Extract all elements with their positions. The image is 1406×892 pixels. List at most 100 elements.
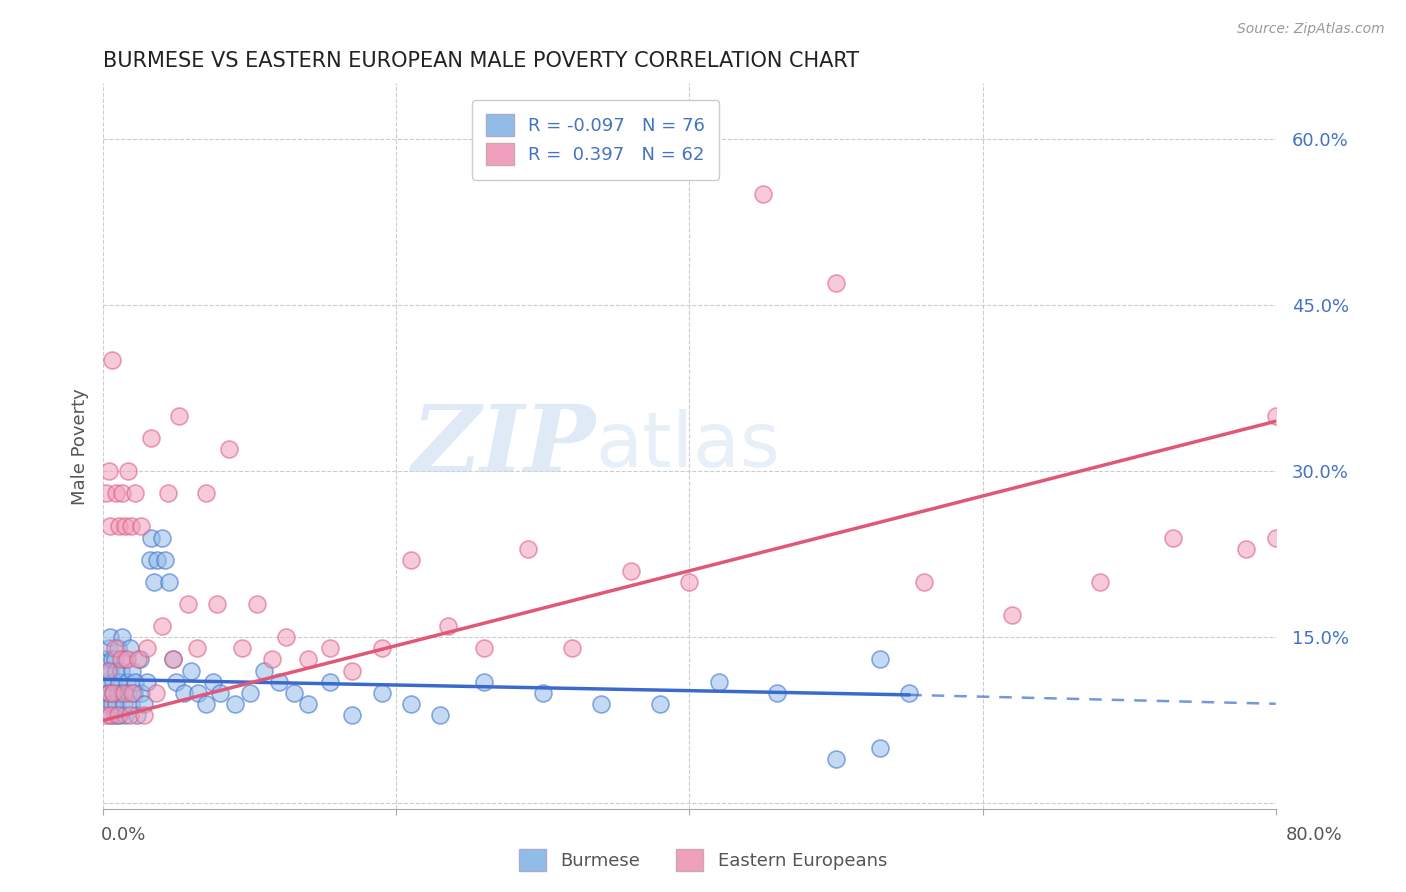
Point [224, 697, 246, 711]
Point [124, 674, 146, 689]
Point [105, 664, 128, 678]
Point [143, 574, 166, 589]
Point [122, 686, 145, 700]
Point [127, 652, 149, 666]
Point [121, 664, 143, 678]
Point [93, 674, 115, 689]
Point [129, 519, 152, 533]
Point [120, 697, 142, 711]
Point [111, 686, 134, 700]
Point [98, 686, 121, 700]
Text: Source: ZipAtlas.com: Source: ZipAtlas.com [1237, 22, 1385, 37]
Point [436, 619, 458, 633]
Point [342, 664, 364, 678]
Point [297, 652, 319, 666]
Point [429, 707, 451, 722]
Text: BURMESE VS EASTERN EUROPEAN MALE POVERTY CORRELATION CHART: BURMESE VS EASTERN EUROPEAN MALE POVERTY… [103, 51, 859, 70]
Point [129, 686, 152, 700]
Point [194, 697, 217, 711]
Point [246, 597, 269, 611]
Point [319, 674, 342, 689]
Point [218, 442, 240, 456]
Point [115, 674, 138, 689]
Point [591, 697, 613, 711]
Point [150, 531, 173, 545]
Point [678, 574, 700, 589]
Point [253, 664, 276, 678]
Point [177, 597, 200, 611]
Point [202, 674, 225, 689]
Point [141, 531, 163, 545]
Text: atlas: atlas [596, 409, 780, 483]
Point [96, 664, 118, 678]
Point [101, 353, 124, 368]
Point [1264, 409, 1286, 423]
Point [108, 674, 131, 689]
Point [209, 686, 232, 700]
Point [121, 686, 143, 700]
Point [146, 553, 169, 567]
Point [276, 630, 298, 644]
Point [207, 597, 229, 611]
Point [104, 707, 127, 722]
Point [180, 664, 202, 678]
Point [117, 464, 139, 478]
Point [103, 674, 125, 689]
Point [93, 707, 115, 722]
Point [399, 697, 422, 711]
Point [134, 707, 156, 722]
Point [98, 464, 121, 478]
Point [141, 431, 163, 445]
Point [898, 686, 921, 700]
Point [370, 641, 392, 656]
Point [103, 686, 125, 700]
Point [561, 641, 583, 656]
Point [825, 752, 848, 766]
Point [1234, 541, 1257, 556]
Point [118, 641, 141, 656]
Point [110, 652, 132, 666]
Point [111, 486, 134, 500]
Point [766, 686, 789, 700]
Point [104, 652, 127, 666]
Point [115, 652, 138, 666]
Point [114, 519, 136, 533]
Point [319, 641, 342, 656]
Point [117, 686, 139, 700]
Point [173, 686, 195, 700]
Point [100, 707, 122, 722]
Text: 0.0%: 0.0% [101, 826, 146, 844]
Point [100, 519, 122, 533]
Point [342, 707, 364, 722]
Legend: Burmese, Eastern Europeans: Burmese, Eastern Europeans [512, 842, 894, 879]
Point [134, 697, 156, 711]
Point [98, 641, 121, 656]
Point [472, 674, 495, 689]
Text: 80.0%: 80.0% [1286, 826, 1343, 844]
Point [114, 707, 136, 722]
Point [267, 674, 290, 689]
Point [869, 741, 891, 756]
Point [517, 541, 540, 556]
Point [107, 641, 129, 656]
Point [94, 486, 117, 500]
Legend: R = -0.097   N = 76, R =  0.397   N = 62: R = -0.097 N = 76, R = 0.397 N = 62 [472, 100, 720, 180]
Point [114, 652, 136, 666]
Point [96, 686, 118, 700]
Point [112, 697, 135, 711]
Point [145, 686, 167, 700]
Point [157, 574, 180, 589]
Point [1161, 531, 1184, 545]
Point [239, 686, 262, 700]
Point [187, 686, 209, 700]
Point [111, 630, 134, 644]
Point [260, 652, 283, 666]
Point [620, 564, 643, 578]
Point [100, 630, 122, 644]
Point [399, 553, 422, 567]
Point [100, 664, 122, 678]
Y-axis label: Male Poverty: Male Poverty [72, 388, 89, 505]
Point [165, 674, 187, 689]
Point [169, 409, 191, 423]
Point [1264, 531, 1286, 545]
